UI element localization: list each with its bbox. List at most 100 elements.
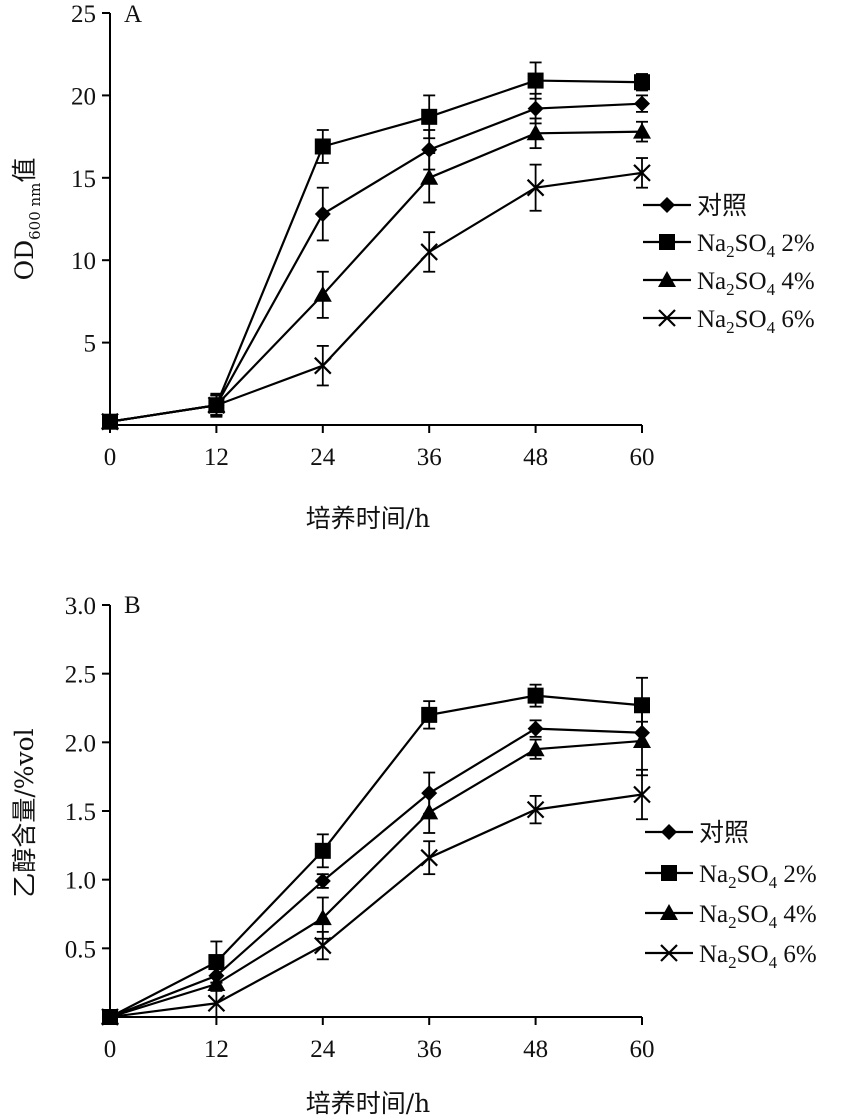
data-point — [314, 356, 332, 375]
legend-text-part: SO — [735, 230, 767, 257]
legend-marker — [660, 904, 678, 920]
legend-item: Na2SO4 6% — [645, 941, 817, 972]
legend-text-part: 6% — [777, 941, 817, 968]
data-point — [314, 936, 332, 955]
legend-subscript: 4 — [769, 913, 778, 932]
x-tick-label: 0 — [104, 444, 117, 471]
legend-text-part: Na — [699, 941, 728, 968]
x-tick-label: 24 — [310, 1036, 336, 1063]
data-point — [526, 800, 545, 819]
x-tick-label: 48 — [523, 444, 548, 471]
data-point — [526, 740, 545, 757]
legend-text-part: Na — [699, 901, 728, 928]
legend-item: Na2SO4 4% — [643, 268, 815, 299]
legend-label: Na2SO4 6% — [697, 306, 815, 337]
data-point — [527, 72, 544, 89]
x-axis-title: 培养时间/h — [306, 504, 431, 533]
legend-subscript: 4 — [767, 242, 776, 261]
y-tick-label: 1.5 — [65, 799, 96, 826]
y-axis-title: 乙醇含量/%vol — [10, 728, 39, 897]
data-point — [421, 706, 438, 723]
series-square — [102, 61, 650, 430]
series-x — [101, 768, 651, 1026]
y-axis-title-suffix: 值 — [10, 158, 39, 183]
x-tick-label: 36 — [417, 1036, 442, 1063]
series-triangle — [101, 117, 651, 429]
legend-item: Na2SO4 4% — [645, 901, 817, 932]
legend-subscript: 2 — [726, 318, 735, 337]
series-line — [109, 739, 643, 1019]
data-point — [314, 138, 331, 155]
data-point — [420, 243, 438, 261]
legend-label: Na2SO4 4% — [699, 901, 817, 932]
legend-marker — [661, 865, 677, 881]
x-tick-label: 24 — [310, 444, 336, 471]
legend-marker — [661, 824, 677, 840]
data-point — [527, 100, 544, 117]
legend-subscript: 2 — [728, 953, 737, 972]
series-x — [101, 157, 651, 431]
legend-subscript: 4 — [767, 318, 776, 337]
y-tick-label: 25 — [71, 1, 96, 28]
legend-text-part: SO — [737, 941, 769, 968]
x-tick-label: 0 — [104, 1036, 117, 1063]
legend-text-part: 2% — [777, 861, 817, 888]
chart-panel-B: 0.51.01.52.02.53.00 12 24 36 48 60B培养时间/h乙醇含量… — [10, 592, 817, 1118]
panel-label: A — [124, 1, 142, 28]
legend-text-part: 4% — [775, 268, 815, 295]
legend-text-part: Na — [697, 306, 726, 333]
legend-item: 对照 — [645, 819, 749, 847]
data-point — [633, 164, 651, 182]
data-point — [207, 994, 226, 1013]
data-point — [313, 909, 332, 926]
legend-text-part: 4% — [777, 901, 817, 928]
y-tick-label: 2.0 — [65, 730, 96, 757]
legend-label: 对照 — [699, 819, 749, 847]
legend-marker — [659, 234, 675, 250]
panel-label: B — [124, 592, 141, 619]
series-line — [109, 79, 643, 423]
legend-marker — [658, 309, 676, 327]
legend-label: Na2SO4 2% — [699, 861, 817, 892]
data-point — [314, 842, 331, 859]
data-point — [101, 1008, 119, 1026]
legend-text-part: SO — [735, 268, 767, 295]
legend-subscript: 2 — [726, 280, 735, 299]
data-point — [101, 412, 119, 431]
legend-label: 对照 — [697, 192, 747, 220]
series-line — [109, 171, 643, 423]
data-point — [313, 285, 332, 302]
y-tick-label: 5 — [84, 331, 97, 358]
legend-label: Na2SO4 6% — [699, 941, 817, 972]
legend-subscript: 2 — [728, 873, 737, 892]
legend-text-part: SO — [737, 901, 769, 928]
data-point — [633, 122, 651, 139]
legend-text-part: SO — [735, 306, 767, 333]
y-axis-title-main: OD — [10, 240, 39, 281]
x-tick-label: 12 — [204, 1036, 229, 1063]
data-point — [208, 954, 225, 971]
legend-subscript: 4 — [769, 953, 778, 972]
x-tick-label: 36 — [417, 444, 442, 471]
legend-text-part: Na — [697, 268, 726, 295]
data-point — [527, 720, 544, 737]
data-point — [207, 975, 226, 992]
legend-item: 对照 — [643, 192, 747, 220]
y-axis-title-main: 乙醇含量/%vol — [10, 728, 39, 897]
x-tick-label: 60 — [630, 1036, 655, 1063]
series-triangle — [101, 705, 651, 1024]
legend-label: Na2SO4 4% — [697, 268, 815, 299]
y-tick-label: 0.5 — [65, 936, 96, 963]
legend-text-part: 6% — [775, 306, 815, 333]
series-line — [109, 793, 643, 1019]
legend-text-part: SO — [737, 861, 769, 888]
legend-subscript: 2 — [726, 242, 735, 261]
y-tick-label: 10 — [71, 248, 96, 275]
data-point — [633, 731, 651, 748]
legend-subscript: 4 — [769, 873, 778, 892]
y-tick-label: 20 — [71, 83, 96, 110]
legend-subscript: 4 — [767, 280, 776, 299]
